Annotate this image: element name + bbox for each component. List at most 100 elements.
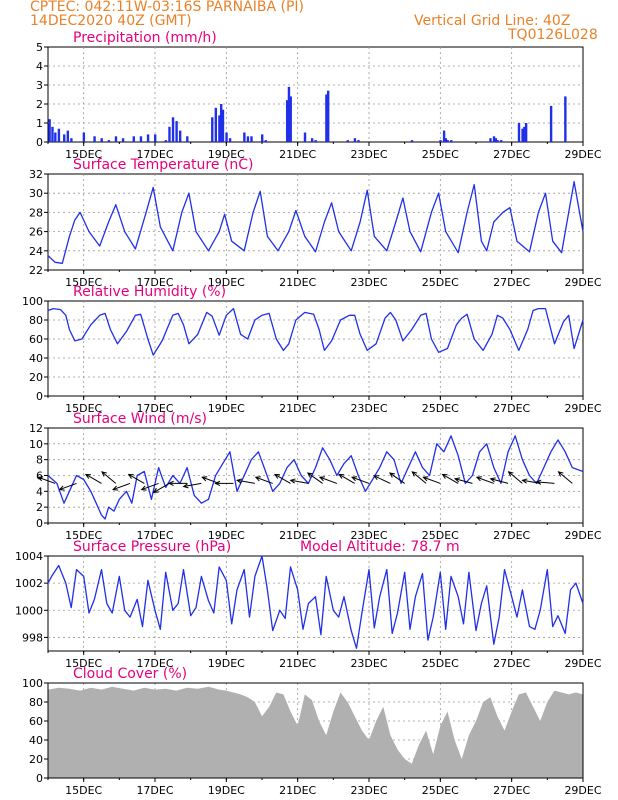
wind-arrow <box>411 471 427 484</box>
wind-arrow-head <box>201 476 208 482</box>
pressure-ytick-label: 1002 <box>15 577 43 590</box>
precipitation-xtick-label: 23DEC <box>350 148 387 161</box>
grid-note: Vertical Grid Line: 40Z <box>414 13 571 29</box>
wind-title: Surface Wind (m/s) <box>73 411 207 427</box>
precipitation-ytick-label: 0 <box>36 136 43 149</box>
precipitation-bar <box>496 140 499 142</box>
wind-xtick-label: 21DEC <box>279 529 316 542</box>
precipitation-xtick-label: 21DEC <box>279 148 316 161</box>
wind-xtick-label: 25DEC <box>422 529 459 542</box>
temperature-ytick-label: 30 <box>29 187 43 200</box>
wind-arrow-head <box>214 480 221 487</box>
precipitation-ytick-label: 1 <box>36 117 43 130</box>
humidity-ytick-label: 80 <box>29 314 43 327</box>
wind-ytick-label: 12 <box>29 422 43 435</box>
wind-arrow <box>319 476 338 484</box>
precipitation-bar <box>285 100 289 142</box>
cloud-title: Cloud Cover (%) <box>73 666 187 682</box>
cloud-xtick-label: 17DEC <box>136 784 173 797</box>
wind-arrow <box>558 471 573 484</box>
cloud-xtick-label: 21DEC <box>279 784 316 797</box>
cloud-ytick-label: 0 <box>36 772 43 785</box>
wind-arrow-head <box>140 485 147 491</box>
wind-arrow <box>454 478 473 484</box>
humidity-frame <box>47 300 584 397</box>
cloud-xtick-label: 23DEC <box>350 784 387 797</box>
wind-arrow <box>351 476 370 484</box>
precipitation-bar <box>564 96 567 142</box>
wind-arrow <box>255 476 273 484</box>
temperature-line <box>47 181 584 264</box>
precipitation-bar <box>225 132 228 142</box>
temperature-xtick-label: 23DEC <box>350 276 387 289</box>
wind-arrow <box>508 471 523 484</box>
humidity-ytick-label: 20 <box>29 371 43 384</box>
wind-xtick-label: 23DEC <box>350 529 387 542</box>
precipitation-bar <box>139 136 143 142</box>
temperature-xtick-label: 19DEC <box>208 276 245 289</box>
precipitation-bar <box>549 105 553 142</box>
precipitation-bar <box>107 140 111 142</box>
precipitation-bar <box>228 138 232 142</box>
pressure-xtick-label: 19DEC <box>208 657 245 670</box>
cloud-area <box>48 686 583 778</box>
model-code: TQ0126L028 <box>508 27 598 43</box>
wind-arrow-head <box>273 473 280 479</box>
wind-arrow-head <box>521 478 528 484</box>
wind-arrow <box>536 481 555 484</box>
temperature-frame <box>47 173 584 271</box>
wind-arrow <box>338 473 355 484</box>
precipitation-bar <box>264 140 267 142</box>
run-date: 14DEC2020 40Z (GMT) <box>30 13 192 29</box>
temperature-xtick-label: 29DEC <box>564 276 601 289</box>
precipitation-bar <box>314 140 317 142</box>
precipitation-bar <box>175 121 178 142</box>
precipitation-bar <box>154 134 157 142</box>
precipitation-xtick-label: 27DEC <box>493 148 530 161</box>
precipitation-bar <box>114 136 118 142</box>
wind-arrow-head <box>557 471 564 477</box>
wind-arrow-head <box>182 483 189 489</box>
humidity-xtick-label: 19DEC <box>208 402 245 415</box>
wind-arrow-head <box>127 473 134 479</box>
humidity-xtick-label: 25DEC <box>422 402 459 415</box>
wind-arrow-head <box>112 485 119 491</box>
precipitation-ytick-label: 4 <box>36 60 43 73</box>
wind-arrow <box>522 479 541 484</box>
wind-arrow-head <box>289 478 296 484</box>
wind-ytick-label: 8 <box>36 454 43 467</box>
temperature-ytick-label: 24 <box>29 245 43 258</box>
pressure-xtick-label: 29DEC <box>564 657 601 670</box>
wind-arrow-head <box>338 473 345 479</box>
precipitation-bar <box>289 96 292 142</box>
temperature-ytick-label: 26 <box>29 226 43 239</box>
wind-ytick-label: 10 <box>29 438 43 451</box>
wind-xtick-label: 19DEC <box>208 529 245 542</box>
temperature-xtick-label: 25DEC <box>422 276 459 289</box>
wind-xtick-label: 15DEC <box>65 529 102 542</box>
wind-arrow <box>442 473 459 484</box>
wind-arrow-head <box>152 488 159 493</box>
wind-arrow-head <box>101 471 107 477</box>
precipitation-bar <box>446 140 449 142</box>
temperature-ytick-label: 32 <box>29 168 43 181</box>
precipitation-bar <box>444 138 448 142</box>
wind-arrow <box>59 482 77 491</box>
humidity-ytick-label: 40 <box>29 352 43 365</box>
wind-arrow-head <box>306 472 313 478</box>
precipitation-bar <box>164 140 168 142</box>
precipitation-bar <box>243 132 246 142</box>
wind-arrow-head <box>507 471 514 477</box>
precipitation-ytick-label: 2 <box>36 98 43 111</box>
precipitation-ytick-label: 5 <box>36 41 43 54</box>
precipitation-bar <box>494 138 498 142</box>
precipitation-bar <box>250 136 253 142</box>
cloud-xtick-label: 27DEC <box>493 784 530 797</box>
wind-xtick-label: 17DEC <box>136 529 173 542</box>
precipitation-bar <box>287 86 291 142</box>
wind-arrow-head <box>535 479 542 485</box>
pressure-title: Surface Pressure (hPa) <box>73 539 231 555</box>
precipitation-bar <box>66 130 70 142</box>
cloud-xtick-label: 25DEC <box>422 784 459 797</box>
